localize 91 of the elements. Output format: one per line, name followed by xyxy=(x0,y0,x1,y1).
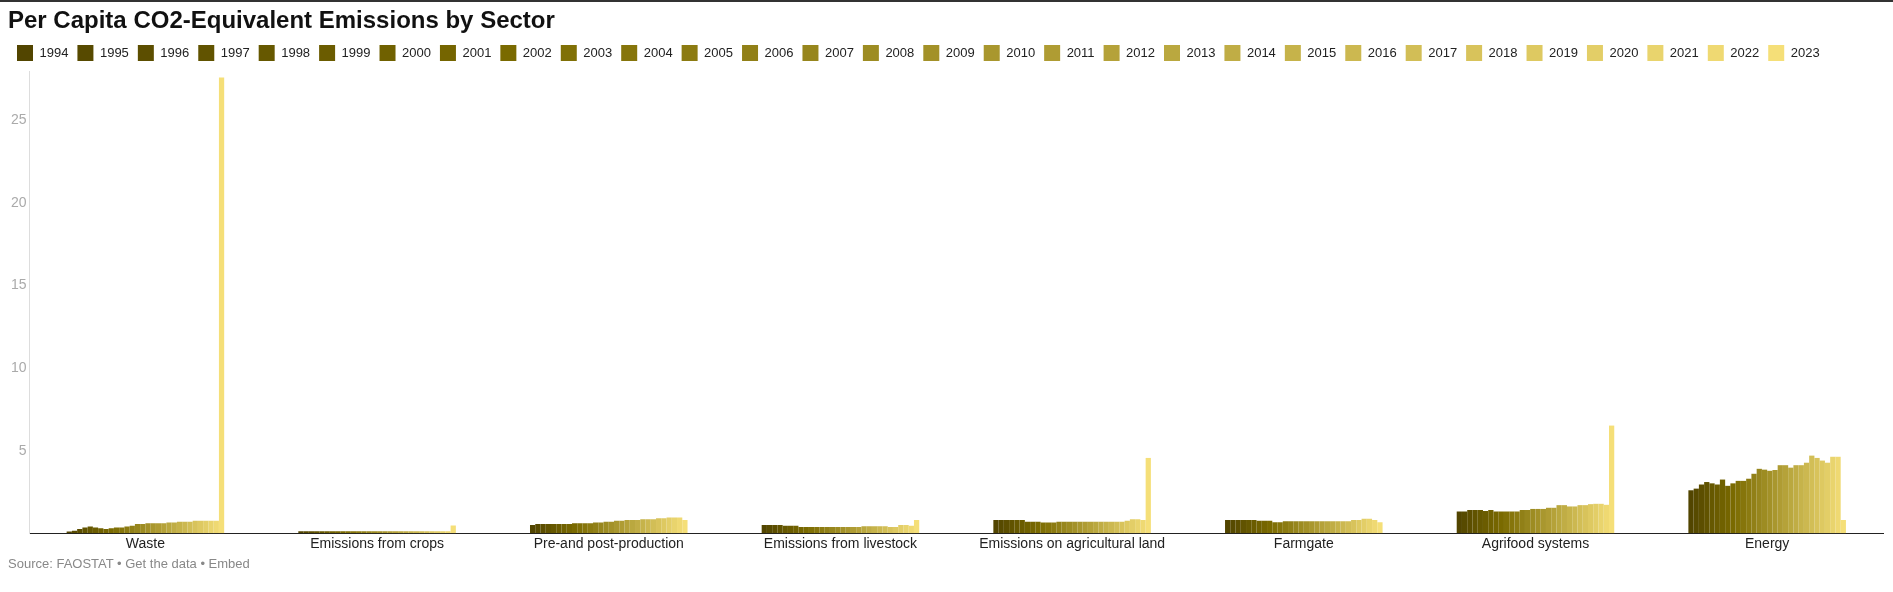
bar xyxy=(871,526,878,534)
bar xyxy=(155,523,162,534)
legend-label: 2013 xyxy=(1186,44,1216,60)
bar xyxy=(1566,506,1573,534)
legend-label: 1998 xyxy=(281,44,311,60)
legend-label: 2003 xyxy=(583,44,613,60)
bar xyxy=(1366,518,1373,534)
legend-label: 2022 xyxy=(1730,44,1760,60)
y-tick-label: 15 xyxy=(10,276,27,293)
legend-label: 2019 xyxy=(1549,44,1578,60)
bar xyxy=(1129,519,1136,534)
bar xyxy=(1303,521,1310,534)
legend-label: 2001 xyxy=(462,44,492,60)
chart-title: Per Capita CO2-Equivalent Emissions by Sector xyxy=(7,5,556,35)
x-tick-label: Emissions from crops xyxy=(310,535,444,552)
bar xyxy=(808,527,815,534)
x-tick-label: Emissions on agricultural land xyxy=(979,535,1166,552)
legend-label: 2023 xyxy=(1790,44,1820,60)
legend-label: 1997 xyxy=(220,44,250,60)
legend-label: 2012 xyxy=(1126,44,1156,60)
legend-label: 2010 xyxy=(1006,44,1036,60)
bar xyxy=(1324,521,1331,534)
bar xyxy=(608,521,615,534)
y-tick-label: 20 xyxy=(10,193,27,210)
legend-label: 2009 xyxy=(945,44,975,60)
bar xyxy=(1282,521,1289,534)
legend-label: 1999 xyxy=(341,44,371,60)
bar xyxy=(197,520,204,534)
x-tick-label: Emissions from livestock xyxy=(763,535,919,552)
bar xyxy=(92,527,99,534)
x-tick-label: Farmgate xyxy=(1273,535,1334,552)
legend-label: 2014 xyxy=(1246,44,1276,60)
x-tick-label: Energy xyxy=(1744,535,1790,552)
legend-label: 2007 xyxy=(824,44,854,60)
bar xyxy=(1782,465,1789,534)
bar xyxy=(892,527,899,534)
legend-label: 2015 xyxy=(1307,44,1337,60)
y-tick-label: 25 xyxy=(10,111,27,128)
legend-label: 1994 xyxy=(39,44,69,60)
bar xyxy=(1240,519,1247,534)
legend-label: 2021 xyxy=(1669,44,1699,60)
bar xyxy=(1740,480,1747,534)
bar xyxy=(1108,521,1115,534)
bar xyxy=(829,527,836,534)
bar xyxy=(1003,519,1010,534)
source-note: Source: FAOSTAT • Get the data • Embed xyxy=(7,556,251,571)
x-tick-label: Pre-and post-production xyxy=(533,535,684,552)
legend-label: 2004 xyxy=(643,44,673,60)
legend-label: 2008 xyxy=(885,44,915,60)
bar xyxy=(1482,510,1489,534)
bar xyxy=(1461,511,1468,534)
legend-label: 2017 xyxy=(1428,44,1458,60)
bar xyxy=(1719,479,1726,534)
legend-label: 1996 xyxy=(160,44,190,60)
bar xyxy=(176,521,183,534)
bar xyxy=(766,524,773,534)
bar xyxy=(566,524,573,534)
bar xyxy=(587,523,594,534)
y-tick-label: 10 xyxy=(10,358,27,375)
bar xyxy=(1045,522,1052,534)
bar xyxy=(1545,507,1552,534)
legend-label: 2005 xyxy=(704,44,734,60)
bar xyxy=(113,527,120,534)
bar xyxy=(650,519,657,534)
legend-label: 2002 xyxy=(522,44,552,60)
bar xyxy=(787,525,794,534)
bar xyxy=(1345,521,1352,534)
bar xyxy=(629,519,636,534)
bar xyxy=(1698,484,1705,534)
legend-label: 2016 xyxy=(1367,44,1397,60)
x-tick-label: Agrifood systems xyxy=(1481,535,1590,552)
bar xyxy=(1024,521,1031,534)
legend-label: 1995 xyxy=(99,44,129,60)
bar xyxy=(1524,510,1531,534)
bar xyxy=(1261,520,1268,534)
legend-label: 2006 xyxy=(764,44,794,60)
bar xyxy=(134,524,141,534)
legend-label: 2020 xyxy=(1609,44,1639,60)
bar xyxy=(850,527,857,534)
x-tick-label: Waste xyxy=(125,535,166,552)
bar xyxy=(1761,469,1768,534)
bar xyxy=(1066,521,1073,534)
bar xyxy=(218,77,225,534)
bar xyxy=(1503,511,1510,534)
bar xyxy=(671,517,678,534)
legend-label: 2011 xyxy=(1066,44,1095,60)
y-tick-label: 5 xyxy=(18,441,27,458)
bar xyxy=(1087,521,1094,534)
legend-label: 2018 xyxy=(1488,44,1518,60)
bar xyxy=(913,519,920,534)
legend-label: 2000 xyxy=(402,44,431,60)
